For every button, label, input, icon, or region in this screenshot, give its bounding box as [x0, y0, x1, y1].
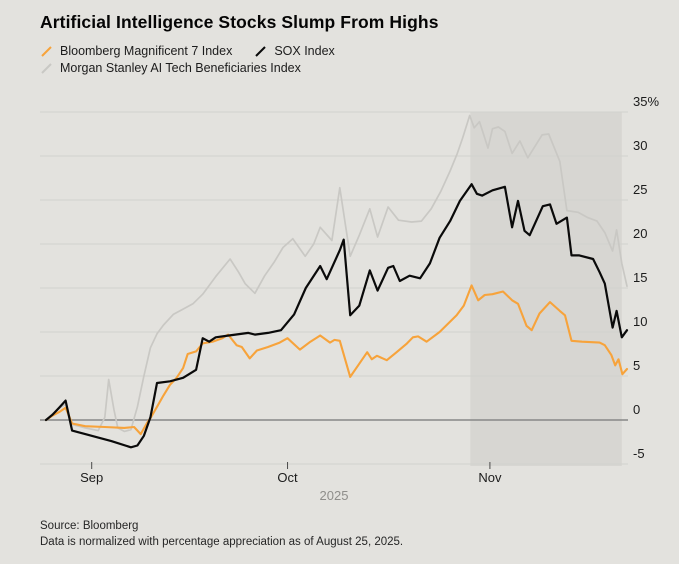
series-line-bloomberg-magnificent-7-index [44, 284, 629, 436]
highlight-band [470, 112, 622, 466]
line-chart: 35% 30 25 20 15 10 5 0 -5 Sep Oct Nov 2025 [40, 94, 659, 503]
footnote-text: Data is normalized with percentage appre… [40, 536, 404, 548]
x-axis-label: Nov [478, 470, 502, 485]
y-axis-label: 35% [633, 94, 659, 109]
chart-footer: Source: Bloomberg Data is normalized wit… [40, 518, 403, 550]
x-axis-label: Sep [80, 470, 103, 485]
series-line-morgan-stanley-ai-tech-beneficiaries-index [45, 114, 628, 433]
legend-item-ms-ai: Morgan Stanley AI Tech Beneficiaries Ind… [40, 61, 301, 75]
legend-row-1: Bloomberg Magnificent 7 Index SOX Index [40, 44, 335, 58]
year-label: 2025 [320, 488, 349, 503]
y-axis-label: -5 [633, 446, 645, 461]
legend-item-sox: SOX Index [254, 44, 335, 58]
series-line-sox-index [44, 183, 629, 449]
legend-row-2: Morgan Stanley AI Tech Beneficiaries Ind… [40, 61, 335, 75]
legend-label-mag7: Bloomberg Magnificent 7 Index [60, 44, 233, 58]
ms-ai-line-swatch-icon [41, 62, 52, 74]
y-axis-label: 5 [633, 358, 640, 373]
x-axis-label: Oct [277, 470, 298, 485]
mag7-line-swatch-icon [41, 45, 52, 57]
y-axis-label: 10 [633, 314, 647, 329]
sox-line-swatch-icon [255, 45, 267, 57]
legend-item-mag7: Bloomberg Magnificent 7 Index [40, 44, 232, 58]
source-text: Source: Bloomberg [40, 520, 139, 532]
y-axis-label: 25 [633, 182, 647, 197]
page-title: Artificial Intelligence Stocks Slump Fro… [40, 12, 439, 32]
y-axis-label: 30 [633, 138, 647, 153]
y-axis-label: 20 [633, 226, 647, 241]
chart-legend: Bloomberg Magnificent 7 Index SOX Index … [40, 44, 335, 75]
y-axis-label: 0 [633, 402, 640, 417]
legend-label-sox: SOX Index [274, 44, 335, 58]
legend-label-ms-ai: Morgan Stanley AI Tech Beneficiaries Ind… [60, 61, 301, 75]
y-axis-label: 15 [633, 270, 647, 285]
